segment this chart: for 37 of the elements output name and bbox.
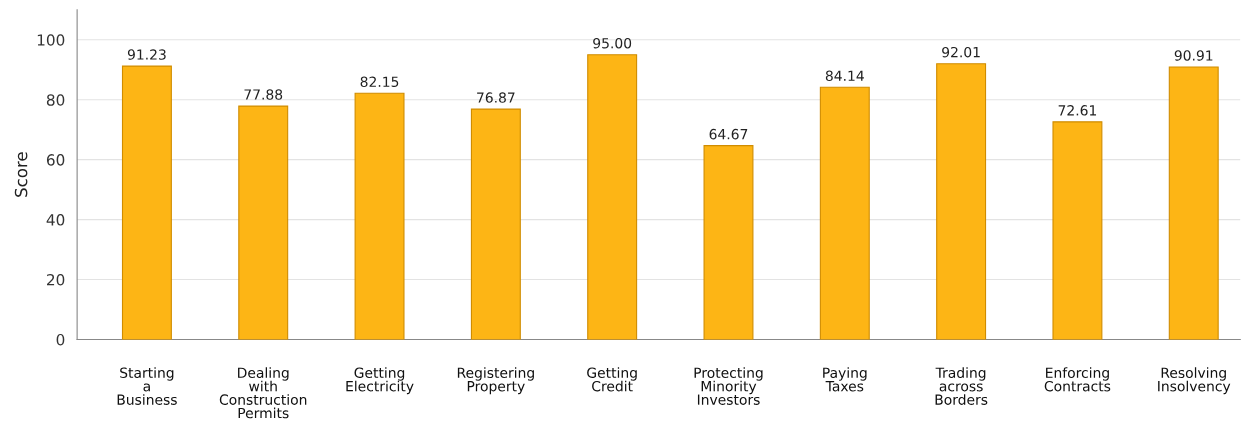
x-tick-label: Starting a Business [117, 367, 177, 405]
data-label: 82.15 [360, 76, 399, 87]
bar [238, 105, 289, 340]
y-tick-label: 0 [56, 333, 65, 346]
bar [587, 54, 638, 340]
bar [121, 65, 172, 340]
data-label: 91.23 [127, 49, 166, 60]
bar [819, 86, 870, 340]
bar [470, 108, 521, 340]
data-label: 72.61 [1058, 105, 1097, 116]
y-axis-title: Score [14, 152, 28, 197]
bar [354, 92, 405, 340]
data-label: 64.67 [709, 128, 748, 140]
x-tick-label: Dealing with Construction Permits [219, 367, 307, 419]
data-label: 90.91 [1174, 50, 1213, 61]
bar [1168, 66, 1219, 340]
data-label: 76.87 [477, 92, 515, 103]
y-tick-label: 60 [46, 154, 65, 166]
x-tick-label: Protecting Minority Investors [694, 367, 763, 405]
y-tick-label: 20 [47, 274, 65, 286]
bar [936, 63, 987, 340]
y-tick-label: 100 [37, 34, 65, 46]
data-label: 84.14 [825, 70, 864, 82]
x-tick-label: Registering Property [457, 367, 534, 395]
x-tick-label: Enforcing Contracts [1044, 367, 1111, 392]
x-tick-label: Paying Taxes [823, 367, 867, 392]
y-tick-label: 40 [46, 214, 65, 226]
data-label: 92.01 [942, 46, 980, 58]
x-tick-label: Resolving Insolvency [1158, 367, 1231, 395]
data-label: 95.00 [593, 37, 632, 49]
y-tick-label: 80 [46, 94, 65, 106]
x-tick-label: Getting Credit [587, 367, 637, 392]
x-tick-label: Getting Electricity [346, 367, 414, 395]
data-label: 77.88 [244, 89, 283, 100]
bar [1052, 121, 1103, 340]
x-tick-label: Trading across Borders [935, 367, 988, 405]
bar [703, 145, 754, 340]
